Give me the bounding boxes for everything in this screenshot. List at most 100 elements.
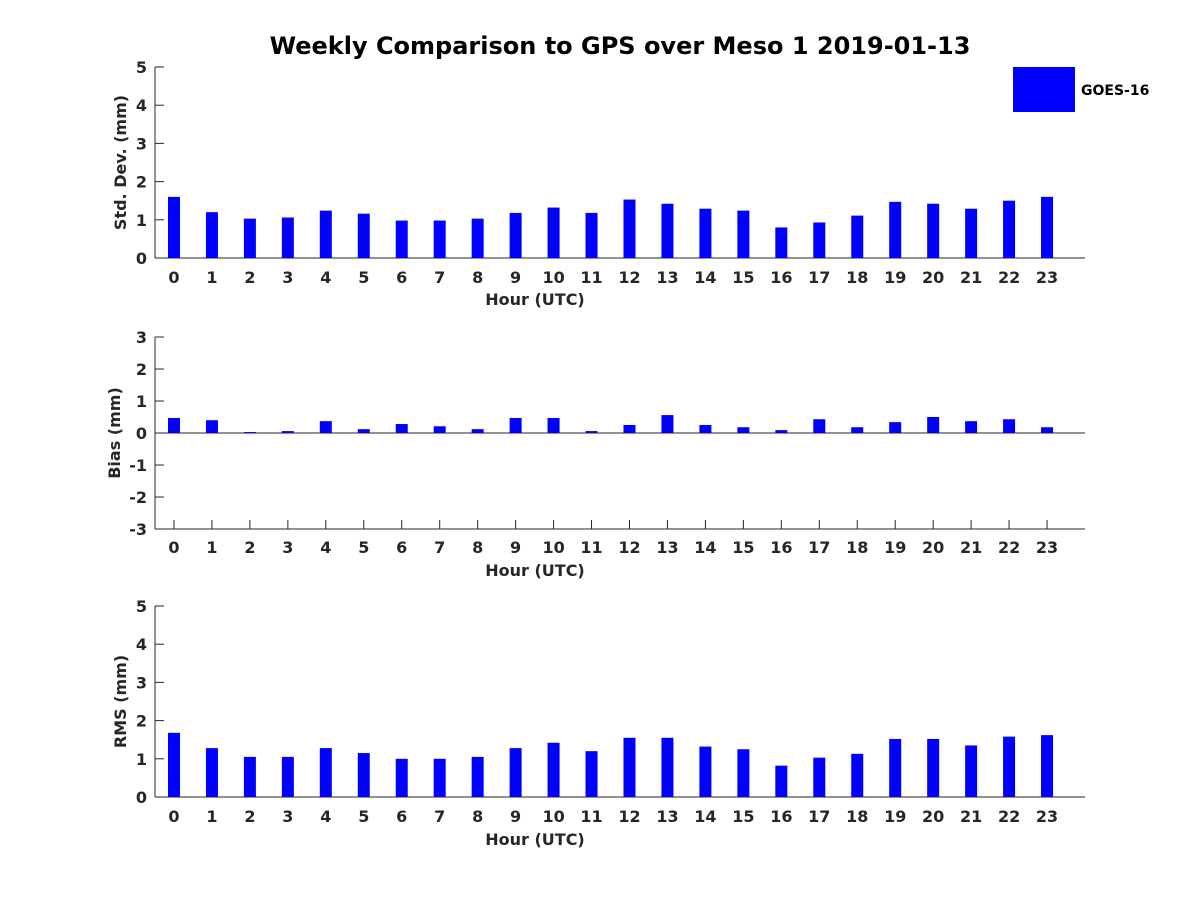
bias-y-tick-label: 1: [136, 392, 147, 411]
bias-x-tick-label: 14: [694, 538, 716, 557]
std-dev-x-tick-label: 7: [434, 268, 445, 287]
bias-bar: [1041, 427, 1054, 433]
rms-x-tick-label: 10: [542, 807, 564, 826]
std-dev-bar: [281, 217, 294, 258]
bias-y-tick-label: 3: [136, 328, 147, 347]
std-dev-x-tick-label: 21: [960, 268, 982, 287]
rms-x-tick-label: 4: [320, 807, 331, 826]
rms-bar: [737, 749, 750, 797]
std-dev-x-tick-label: 18: [846, 268, 868, 287]
rms-y-tick-label: 1: [136, 750, 147, 769]
bias-bar: [509, 417, 522, 433]
std-dev-x-tick-label: 23: [1036, 268, 1058, 287]
rms-bar: [357, 753, 370, 797]
bias-x-tick-label: 11: [580, 538, 602, 557]
rms-y-tick-label: 4: [136, 635, 147, 654]
rms-bar: [927, 738, 940, 797]
bias-x-tick-label: 17: [808, 538, 830, 557]
bias-bar: [889, 422, 902, 433]
std-dev-x-tick-label: 17: [808, 268, 830, 287]
bias-bar: [243, 432, 256, 434]
rms-bar: [395, 758, 408, 797]
rms-y-axis-label: RMS (mm): [111, 655, 130, 748]
bias-bar: [433, 426, 446, 433]
rms-bar: [167, 732, 180, 797]
rms-y-tick-label: 5: [136, 597, 147, 616]
bias-bar: [737, 427, 750, 433]
rms-bar: [889, 738, 902, 797]
bias-x-axis-label: Hour (UTC): [485, 561, 585, 580]
bias-y-tick-label: -2: [129, 488, 147, 507]
rms-x-tick-label: 11: [580, 807, 602, 826]
std-dev-x-tick-label: 3: [282, 268, 293, 287]
std-dev-bar: [889, 201, 902, 258]
rms-x-tick-label: 17: [808, 807, 830, 826]
rms-bar: [243, 756, 256, 797]
bias-bar: [775, 430, 788, 433]
bias-y-tick-label: 2: [136, 360, 147, 379]
std-dev-bar: [319, 210, 332, 258]
bias-x-tick-label: 21: [960, 538, 982, 557]
std-dev-y-tick-label: 3: [136, 134, 147, 153]
std-dev-bar: [585, 212, 598, 258]
rms-x-tick-label: 15: [732, 807, 754, 826]
bias-bar: [319, 421, 332, 433]
legend-swatch: [1013, 67, 1075, 112]
bias-bar: [167, 417, 180, 433]
rms-x-tick-label: 20: [922, 807, 944, 826]
bias-x-tick-label: 9: [510, 538, 521, 557]
bias-bar: [547, 417, 560, 433]
bias-bar: [1003, 419, 1016, 433]
std-dev-bar: [927, 203, 940, 258]
rms-bar: [1041, 735, 1054, 797]
bias-x-tick-label: 8: [472, 538, 483, 557]
rms-bar: [433, 758, 446, 797]
rms-bar: [1003, 736, 1016, 797]
bias-bar: [205, 420, 218, 433]
std-dev-bar: [965, 208, 978, 258]
rms-x-tick-label: 1: [206, 807, 217, 826]
bias-bar: [813, 419, 826, 433]
std-dev-bar: [167, 196, 180, 258]
rms-bar: [965, 745, 978, 797]
bias-x-tick-label: 20: [922, 538, 944, 557]
rms-bar: [851, 753, 864, 797]
bias-bar: [585, 431, 598, 433]
rms-x-tick-label: 2: [244, 807, 255, 826]
rms-x-tick-label: 6: [396, 807, 407, 826]
bias-y-tick-label: -3: [129, 520, 147, 539]
rms-x-tick-label: 7: [434, 807, 445, 826]
bias-x-tick-label: 22: [998, 538, 1020, 557]
rms-x-tick-label: 21: [960, 807, 982, 826]
rms-bar: [319, 748, 332, 797]
rms-x-tick-label: 16: [770, 807, 792, 826]
std-dev-x-tick-label: 20: [922, 268, 944, 287]
bias-x-tick-label: 18: [846, 538, 868, 557]
bias-bar: [357, 429, 370, 433]
std-dev-bar: [623, 199, 636, 258]
std-dev-bar: [243, 218, 256, 258]
bias-bar: [395, 424, 408, 433]
rms-bar: [471, 756, 484, 797]
rms-bar: [813, 757, 826, 797]
std-dev-y-tick-label: 0: [136, 249, 147, 268]
chart-title: Weekly Comparison to GPS over Meso 1 201…: [270, 32, 971, 60]
rms-x-axis-label: Hour (UTC): [485, 830, 585, 849]
std-dev-bar: [357, 213, 370, 258]
bias-x-tick-label: 10: [542, 538, 564, 557]
rms-x-tick-label: 8: [472, 807, 483, 826]
bias-x-tick-label: 5: [358, 538, 369, 557]
std-dev-x-tick-label: 15: [732, 268, 754, 287]
std-dev-bar: [699, 208, 712, 258]
rms-x-tick-label: 13: [656, 807, 678, 826]
std-dev-bar: [737, 210, 750, 258]
rms-x-tick-label: 0: [168, 807, 179, 826]
std-dev-bar: [205, 212, 218, 258]
std-dev-y-tick-label: 5: [136, 58, 147, 77]
bias-x-tick-label: 12: [618, 538, 640, 557]
std-dev-x-tick-label: 11: [580, 268, 602, 287]
rms-y-tick-label: 0: [136, 788, 147, 807]
bias-x-tick-label: 1: [206, 538, 217, 557]
rms-x-tick-label: 3: [282, 807, 293, 826]
